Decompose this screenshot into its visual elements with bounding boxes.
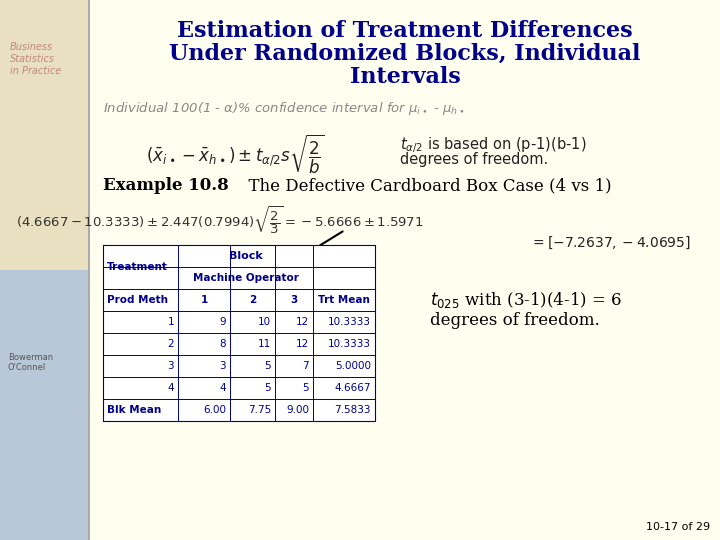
Bar (88, 0, 90, 540)
Bar (90, 0, 720, 540)
Text: Example 10.8: Example 10.8 (103, 177, 229, 194)
Text: $t_{025}$ with (3-1)(4-1) = 6: $t_{025}$ with (3-1)(4-1) = 6 (430, 290, 622, 310)
Text: Statistics: Statistics (10, 54, 55, 64)
Bar (103, 245, 375, 421)
Text: 5.0000: 5.0000 (335, 361, 371, 371)
Text: 10.3333: 10.3333 (328, 317, 371, 327)
Text: 5: 5 (264, 383, 271, 393)
Text: 5: 5 (302, 383, 309, 393)
Text: 7: 7 (302, 361, 309, 371)
Bar (0, 270, 88, 540)
Text: 9.00: 9.00 (286, 405, 309, 415)
Text: 11: 11 (258, 339, 271, 349)
Text: 3: 3 (220, 361, 226, 371)
Text: Prod Meth: Prod Meth (107, 295, 168, 305)
Text: degrees of freedom.: degrees of freedom. (430, 312, 600, 329)
Text: 4: 4 (167, 383, 174, 393)
Text: Trt Mean: Trt Mean (318, 295, 370, 305)
Text: Under Randomized Blocks, Individual: Under Randomized Blocks, Individual (169, 43, 641, 65)
Text: 12: 12 (296, 317, 309, 327)
Text: 10-17 of 29: 10-17 of 29 (646, 522, 710, 532)
Text: 5: 5 (264, 361, 271, 371)
Text: $t_{\alpha/2}$ is based on (p-1)(b-1): $t_{\alpha/2}$ is based on (p-1)(b-1) (400, 135, 586, 155)
Text: 10.3333: 10.3333 (328, 339, 371, 349)
Text: 7.5833: 7.5833 (335, 405, 371, 415)
Text: 2: 2 (249, 295, 256, 305)
Text: 1: 1 (200, 295, 207, 305)
Text: Bowerman: Bowerman (8, 353, 53, 362)
Text: The Defective Cardboard Box Case (4 vs 1): The Defective Cardboard Box Case (4 vs 1… (238, 177, 611, 194)
Bar (0, 0, 88, 270)
Text: 6.00: 6.00 (203, 405, 226, 415)
Text: 4.6667: 4.6667 (335, 383, 371, 393)
Text: Machine Operator: Machine Operator (192, 273, 298, 283)
Text: Business: Business (10, 42, 53, 52)
Text: 4: 4 (220, 383, 226, 393)
Text: 10: 10 (258, 317, 271, 327)
Text: $(4.6667 - 10.3333) \pm 2.447(0.7994)\sqrt{\dfrac{2}{3}} = -5.6666 \pm 1.5971$: $(4.6667 - 10.3333) \pm 2.447(0.7994)\sq… (17, 205, 423, 237)
Text: Individual 100(1 - $\alpha$)% confidence interval for $\mu_{i\bullet}$ - $\mu_{h: Individual 100(1 - $\alpha$)% confidence… (103, 100, 465, 117)
Text: 3: 3 (167, 361, 174, 371)
Text: Blk Mean: Blk Mean (107, 405, 161, 415)
Text: 7.75: 7.75 (248, 405, 271, 415)
Text: 1: 1 (167, 317, 174, 327)
Text: $= [-7.2637, -4.0695]$: $= [-7.2637, -4.0695]$ (530, 235, 691, 251)
Text: in Practice: in Practice (10, 66, 61, 76)
Text: 12: 12 (296, 339, 309, 349)
Text: Estimation of Treatment Differences: Estimation of Treatment Differences (177, 20, 633, 42)
Text: Intervals: Intervals (350, 66, 460, 88)
Text: O'Connel: O'Connel (8, 363, 46, 372)
Text: degrees of freedom.: degrees of freedom. (400, 152, 548, 167)
Text: $(\bar{x}_{i\bullet} - \bar{x}_{h\bullet}) \pm t_{\alpha/2}s\sqrt{\dfrac{2}{b}}$: $(\bar{x}_{i\bullet} - \bar{x}_{h\bullet… (145, 132, 325, 176)
Text: 8: 8 (220, 339, 226, 349)
Text: Block: Block (229, 251, 262, 261)
Text: 3: 3 (290, 295, 297, 305)
Text: Treatment: Treatment (107, 262, 168, 272)
Text: 2: 2 (167, 339, 174, 349)
Bar (90, 0, 720, 540)
Text: 9: 9 (220, 317, 226, 327)
